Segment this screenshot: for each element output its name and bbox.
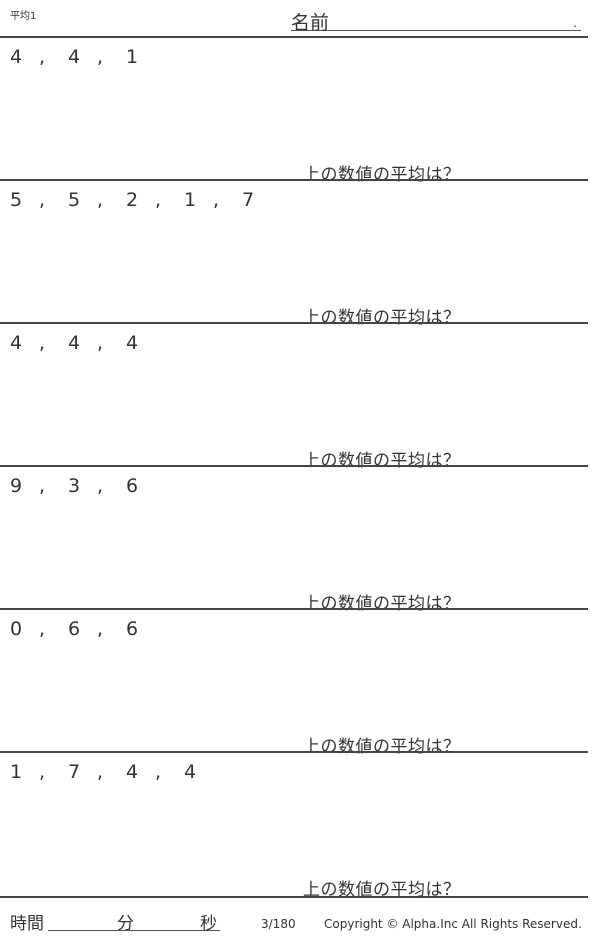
number: 7 (242, 189, 255, 211)
problem-section: 4, 4, 4 上の数値の平均は？ (0, 322, 588, 471)
number: 0 (10, 618, 23, 640)
number: 4 (68, 46, 81, 68)
number-list: 5, 5, 2, 1, 7 (10, 189, 271, 211)
comma: , (39, 189, 46, 211)
number: 6 (126, 475, 139, 497)
comma: , (39, 618, 46, 640)
comma: , (155, 189, 162, 211)
number: 3 (68, 475, 81, 497)
name-end-dot: . (573, 16, 577, 30)
name-field[interactable]: 名前 . (291, 8, 581, 34)
comma: , (155, 761, 162, 783)
comma: , (39, 475, 46, 497)
number: 4 (126, 332, 139, 354)
comma: , (97, 475, 104, 497)
number: 2 (126, 189, 139, 211)
problem-section: 4, 4, 1 上の数値の平均は？ (0, 36, 588, 185)
number-list: 1, 7, 4, 4 (10, 761, 213, 783)
number: 4 (126, 761, 139, 783)
comma: , (97, 189, 104, 211)
number: 4 (10, 46, 23, 68)
comma: , (39, 761, 46, 783)
problem-section: 0, 6, 6 上の数値の平均は？ (0, 608, 588, 757)
number: 9 (10, 475, 23, 497)
comma: , (97, 46, 104, 68)
number: 1 (126, 46, 139, 68)
copyright: Copyright © Alpha.Inc All Rights Reserve… (324, 917, 582, 931)
time-label: 時間 (10, 914, 44, 934)
number-list: 4, 4, 4 (10, 332, 155, 354)
comma: , (97, 761, 104, 783)
seconds-label: 秒 (200, 914, 217, 934)
comma: , (39, 332, 46, 354)
number-list: 9, 3, 6 (10, 475, 155, 497)
number: 1 (184, 189, 197, 211)
number: 7 (68, 761, 81, 783)
number: 4 (10, 332, 23, 354)
comma: , (97, 332, 104, 354)
worksheet-title: 平均1 (10, 11, 37, 22)
number: 6 (126, 618, 139, 640)
page-number: 3/180 (261, 917, 296, 931)
comma: , (97, 618, 104, 640)
minutes-label: 分 (117, 914, 134, 934)
time-field[interactable] (48, 930, 220, 931)
problem-section: 5, 5, 2, 1, 7 上の数値の平均は？ (0, 179, 588, 328)
question-text: 上の数値の平均は？ (303, 880, 461, 900)
number-list: 0, 6, 6 (10, 618, 155, 640)
problem-section: 1, 7, 4, 4 上の数値の平均は？ (0, 751, 588, 900)
number: 5 (68, 189, 81, 211)
number: 4 (184, 761, 197, 783)
number-list: 4, 4, 1 (10, 46, 155, 68)
name-label: 名前 (291, 12, 330, 34)
comma: , (39, 46, 46, 68)
problem-section: 9, 3, 6 上の数値の平均は？ (0, 465, 588, 614)
number: 5 (10, 189, 23, 211)
number: 4 (68, 332, 81, 354)
number: 1 (10, 761, 23, 783)
comma: , (213, 189, 220, 211)
number: 6 (68, 618, 81, 640)
